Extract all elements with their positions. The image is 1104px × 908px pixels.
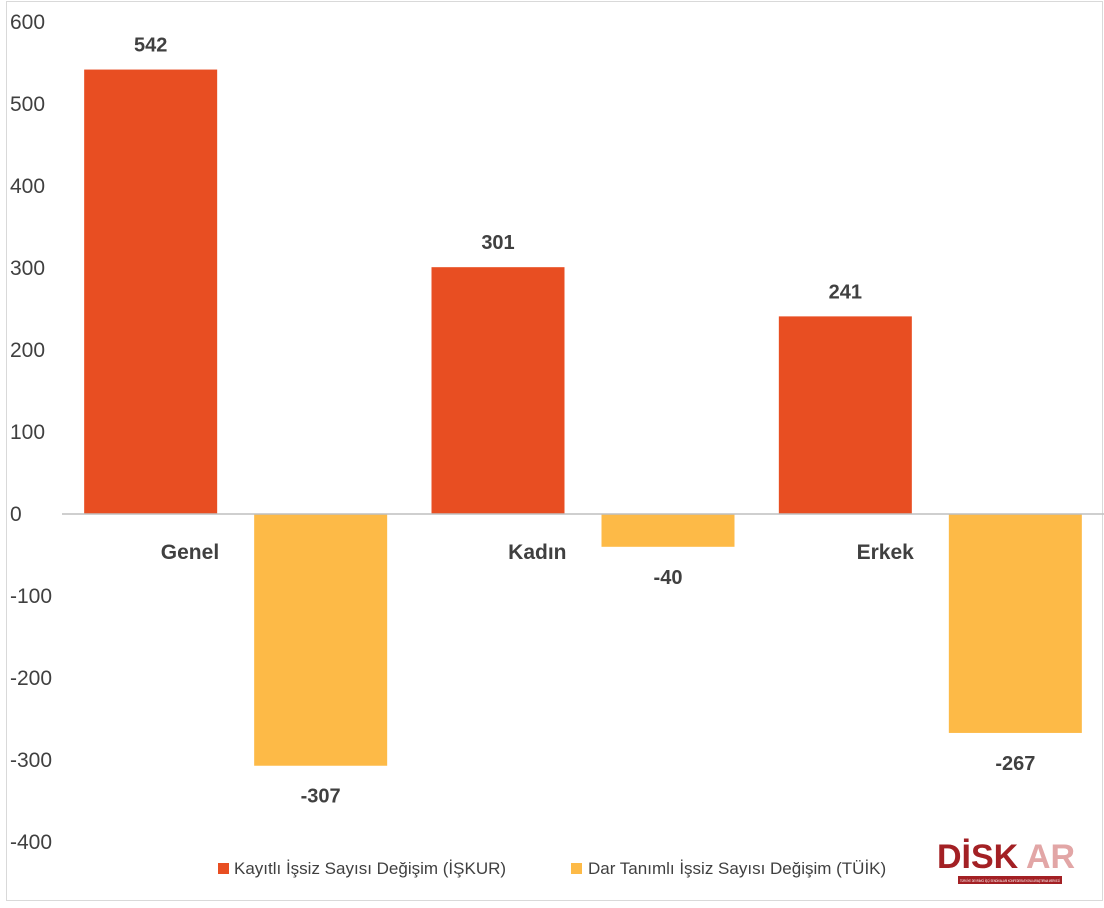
data-label-erkek-series-1: -267: [995, 753, 1035, 775]
bar-kad-n-series-0: [431, 267, 565, 514]
y-tick-label: 200: [10, 339, 45, 362]
logo-text-ar: AR: [1026, 838, 1075, 876]
category-labels: Genel Kadın Erkek: [158, 540, 917, 565]
bars: [84, 69, 1082, 766]
y-tick-label: -100: [10, 585, 52, 608]
y-tick-label: -400: [10, 831, 52, 854]
y-tick-label: -300: [10, 749, 52, 772]
data-label-kad-n-series-0: 301: [481, 232, 514, 254]
y-tick-label: 100: [10, 421, 45, 444]
y-tick-label: 0: [10, 503, 22, 526]
logo-subtitle-band: [958, 876, 1062, 884]
category-label-genel: Genel: [161, 541, 219, 564]
category-label-bg: [158, 540, 222, 565]
diskar-logo: DİSK AR TÜRKİYE DEVRİMCİ İŞÇİ SENDİKALAR…: [937, 838, 1075, 884]
bar-genel-series-1: [254, 514, 388, 766]
logo-subtitle: TÜRKİYE DEVRİMCİ İŞÇİ SENDİKALARI KONFED…: [960, 878, 1060, 883]
data-label-genel-series-0: 542: [134, 35, 167, 57]
y-tick-label: 400: [10, 175, 45, 198]
y-tick-label: 500: [10, 93, 45, 116]
category-label-erkek: Erkek: [857, 541, 915, 564]
category-label-kad-n: Kadın: [508, 541, 566, 564]
legend-label-tuik: Dar Tanımlı İşsiz Sayısı Değişim (TÜİK): [588, 859, 886, 878]
bar-erkek-series-0: [778, 316, 912, 514]
legend-swatch-tuik: [571, 863, 582, 874]
y-tick-label: 600: [10, 11, 45, 34]
data-label-genel-series-1: -307: [301, 786, 341, 808]
category-label-bg: [506, 540, 569, 565]
y-tick-label: -200: [10, 667, 52, 690]
y-axis-ticks: 600 500 400 300 200 100 0 -100 -200 -300 -400: [10, 11, 52, 854]
legend-swatch-iskur: [218, 863, 229, 874]
bar-erkek-series-1: [948, 514, 1082, 733]
data-label-kad-n-series-1: -40: [654, 567, 683, 589]
legend: Kayıtlı İşsiz Sayısı Değişim (İŞKUR) Dar…: [218, 859, 886, 878]
bar-kad-n-series-1: [601, 514, 735, 547]
chart-frame: [6, 1, 1103, 901]
logo-text-disk: DİSK: [937, 838, 1019, 876]
data-label-erkek-series-0: 241: [829, 281, 862, 303]
category-label-bg: [854, 540, 917, 565]
bar-genel-series-0: [84, 69, 218, 514]
data-labels: 542 -307 301 -40 241 -267: [134, 35, 1035, 808]
legend-label-iskur: Kayıtlı İşsiz Sayısı Değişim (İŞKUR): [234, 859, 506, 878]
y-tick-label: 300: [10, 257, 45, 280]
